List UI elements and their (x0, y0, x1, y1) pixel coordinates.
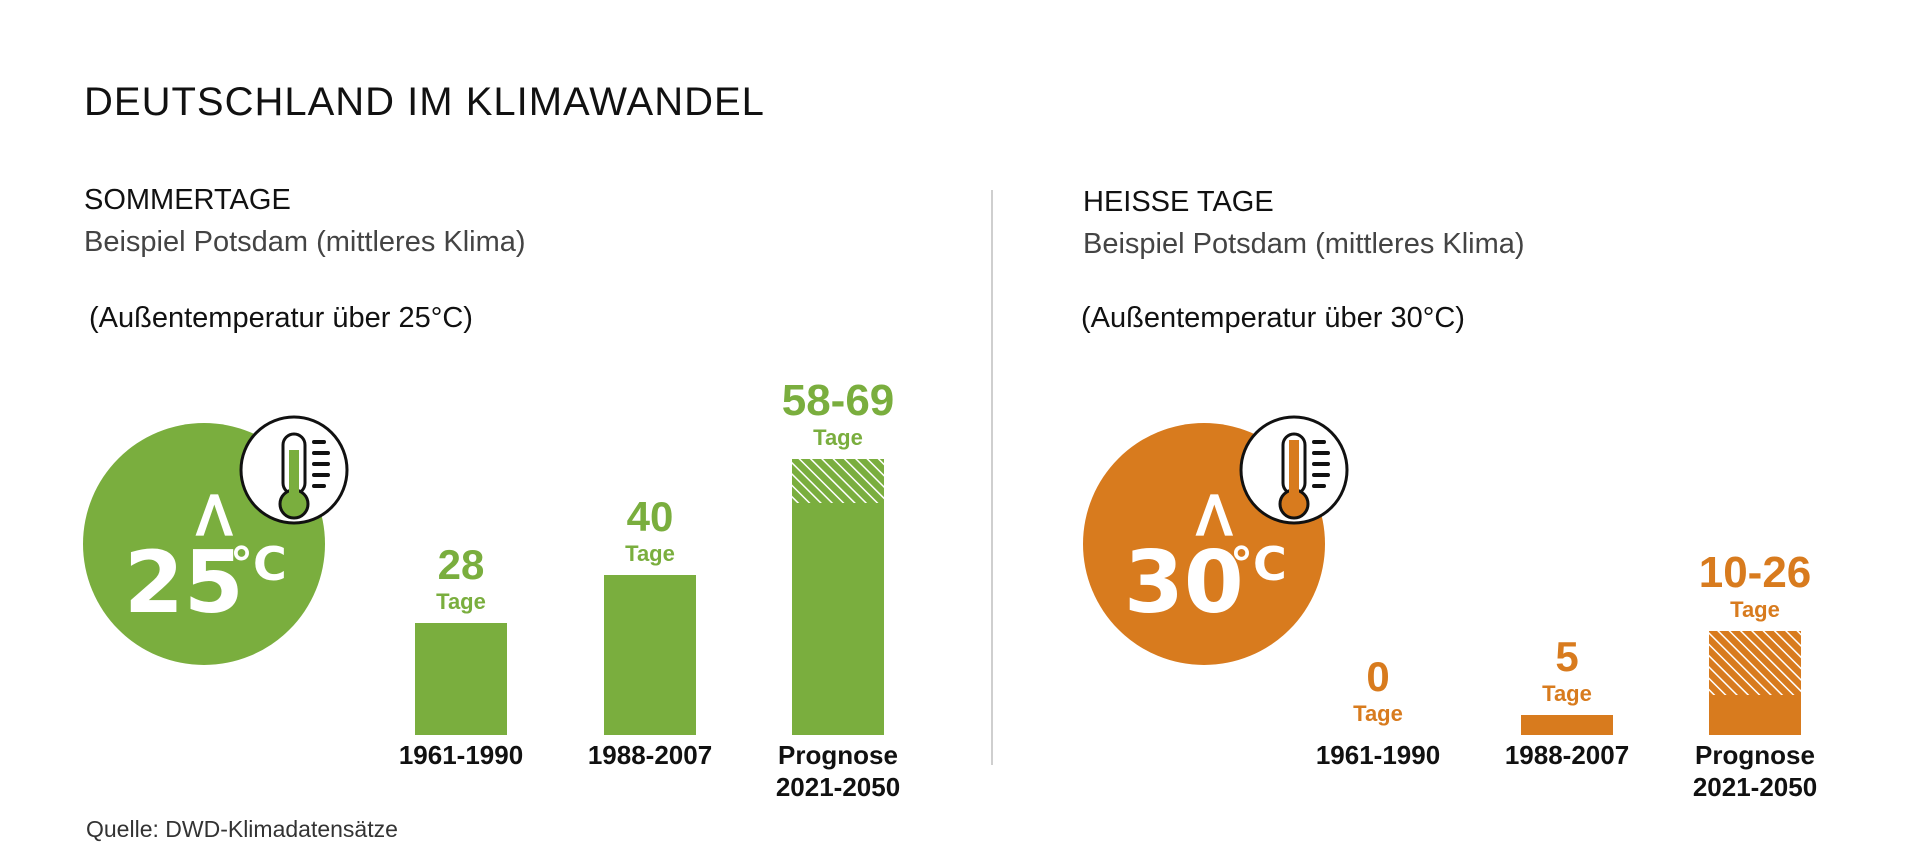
badge-unit: °C (230, 537, 287, 591)
page-title: DEUTSCHLAND IM KLIMAWANDEL (84, 80, 765, 124)
bar (1521, 715, 1613, 735)
source-note: Quelle: DWD-Klimadatensätze (86, 816, 398, 842)
bar-value-label: 0 (1366, 653, 1389, 700)
panel-condition-heisse-tage: (Außentemperatur über 30°C) (1081, 302, 1465, 334)
badge-value: 25 (124, 533, 244, 633)
thermometer-icon (239, 415, 349, 525)
panel-title-sommertage: SOMMERTAGE (84, 184, 291, 216)
bar (792, 503, 884, 735)
category-label: 1961-1990 (399, 740, 523, 770)
bar-value-label: 58-69 (782, 376, 895, 425)
bar-unit-label: Tage (1730, 597, 1780, 622)
panel-divider (991, 190, 993, 765)
bar-unit-label: Tage (1353, 701, 1403, 726)
panel-condition-sommertage: (Außentemperatur über 25°C) (89, 302, 473, 334)
thermometer-icon (1239, 415, 1349, 525)
badge-unit: °C (1230, 537, 1287, 591)
panel-title-heisse-tage: HEISSE TAGE (1083, 186, 1274, 218)
bar (415, 623, 507, 735)
panel-subtitle-heisse-tage: Beispiel Potsdam (mittleres Klima) (1083, 228, 1525, 260)
bar-unit-label: Tage (436, 589, 486, 614)
category-label: 2021-2050 (776, 772, 900, 802)
badge-greater-than-symbol: > (174, 487, 251, 542)
bar-value-label: 28 (438, 541, 485, 588)
panel-subtitle-sommertage: Beispiel Potsdam (mittleres Klima) (84, 226, 526, 258)
bar-value-label: 10-26 (1699, 548, 1812, 597)
badge-value: 30 (1124, 533, 1244, 633)
bar-unit-label: Tage (625, 541, 675, 566)
category-label: 1988-2007 (588, 740, 712, 770)
bar (1709, 695, 1801, 735)
category-label: Prognose (1695, 740, 1815, 770)
category-label: 1988-2007 (1505, 740, 1629, 770)
category-label: Prognose (778, 740, 898, 770)
badge-greater-than-symbol: > (1174, 487, 1251, 542)
category-label: 1961-1990 (1316, 740, 1440, 770)
category-label: 2021-2050 (1693, 772, 1817, 802)
bar-value-label: 40 (627, 493, 674, 540)
bar (604, 575, 696, 735)
bar-range-hatched (792, 459, 884, 503)
bar-unit-label: Tage (1542, 681, 1592, 706)
bar-value-label: 5 (1555, 633, 1578, 680)
bar-unit-label: Tage (813, 425, 863, 450)
bar-range-hatched (1709, 631, 1801, 695)
